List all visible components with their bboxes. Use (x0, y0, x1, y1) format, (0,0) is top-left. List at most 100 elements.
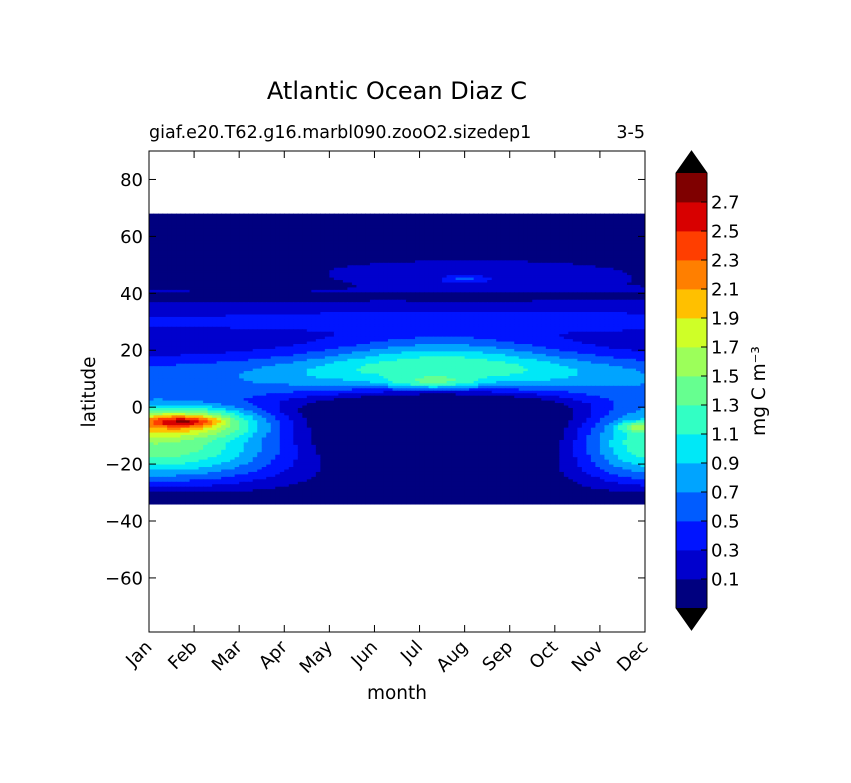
heatmap-cell (266, 216, 272, 220)
heatmap-cell (415, 213, 421, 217)
heatmap-cell (536, 218, 542, 222)
heatmap-cell (378, 304, 385, 308)
heatmap-cell (419, 282, 425, 286)
heatmap-cell (590, 309, 596, 313)
heatmap-cell (554, 223, 560, 227)
heatmap-cell (383, 250, 389, 254)
heatmap-cell (563, 218, 569, 222)
heatmap-cell (315, 213, 321, 217)
heatmap-cell (329, 257, 335, 261)
heatmap-cell (203, 267, 209, 271)
heatmap-cell (581, 243, 587, 247)
heatmap-cell (324, 297, 330, 301)
heatmap-cell (234, 216, 240, 220)
heatmap-cell (509, 228, 515, 232)
heatmap-cell (509, 218, 515, 222)
heatmap-cell (387, 275, 394, 279)
heatmap-cell (550, 243, 556, 247)
heatmap-cell (406, 316, 412, 321)
heatmap-cell (203, 297, 209, 301)
heatmap-cell (198, 257, 204, 261)
heatmap-cell (203, 238, 209, 242)
heatmap-cell (167, 275, 173, 279)
heatmap-cell (279, 314, 285, 318)
heatmap-cell (572, 312, 578, 316)
heatmap-cell (590, 235, 596, 239)
heatmap-cell (608, 262, 615, 266)
heatmap-cell (577, 287, 583, 291)
heatmap-cell (451, 216, 457, 220)
heatmap-cell (239, 233, 245, 237)
heatmap-cell (455, 260, 461, 264)
heatmap-cell (257, 235, 263, 239)
heatmap-cell (167, 314, 173, 318)
heatmap-cell (261, 324, 267, 328)
heatmap-cell (559, 240, 565, 244)
heatmap-cell (442, 304, 448, 308)
heatmap-cell (622, 235, 628, 239)
heatmap-cell (279, 316, 285, 321)
heatmap-cell (419, 265, 425, 269)
heatmap-cell (608, 240, 615, 244)
heatmap-cell (433, 292, 439, 296)
heatmap-cell (230, 221, 236, 225)
heatmap-cell (347, 292, 353, 296)
heatmap-cell (608, 294, 615, 298)
heatmap-cell (338, 235, 344, 239)
heatmap-cell (275, 307, 281, 311)
heatmap-cell (387, 221, 394, 225)
heatmap-cell (351, 243, 358, 247)
heatmap-cell (437, 284, 443, 289)
heatmap-cell (378, 312, 385, 316)
heatmap-cell (351, 312, 358, 316)
heatmap-cell (302, 245, 308, 249)
heatmap-cell (491, 287, 497, 291)
heatmap-cell (392, 233, 398, 237)
heatmap-cell (360, 294, 367, 298)
heatmap-cell (360, 225, 367, 229)
heatmap-cell (189, 260, 195, 264)
heatmap-cell (487, 321, 493, 325)
heatmap-cell (617, 302, 624, 306)
heatmap-cell (266, 302, 272, 306)
heatmap-cell (288, 223, 294, 227)
heatmap-cell (392, 312, 398, 316)
heatmap-cell (167, 225, 173, 229)
heatmap-cell (590, 316, 596, 321)
heatmap-cell (617, 235, 624, 239)
heatmap-cell (505, 309, 511, 313)
heatmap-cell (342, 252, 348, 257)
heatmap-cell (572, 228, 578, 232)
heatmap-cell (433, 255, 439, 259)
heatmap-cell (234, 270, 240, 274)
heatmap-cell (297, 230, 303, 234)
heatmap-cell (500, 304, 506, 308)
heatmap-cell (415, 267, 421, 271)
heatmap-cell (446, 297, 452, 301)
heatmap-cell (171, 324, 177, 328)
heatmap-cell (568, 275, 574, 279)
heatmap-cell (415, 228, 421, 232)
heatmap-cell (378, 284, 385, 289)
heatmap-cell (356, 316, 362, 321)
heatmap-cell (239, 218, 245, 222)
heatmap-cell (347, 277, 353, 281)
heatmap-cell (586, 304, 592, 308)
heatmap-cell (158, 240, 164, 244)
heatmap-cell (595, 248, 601, 252)
heatmap-cell (338, 225, 344, 229)
heatmap-cell (185, 221, 191, 225)
heatmap-cell (464, 248, 470, 252)
heatmap-cell (559, 225, 565, 229)
heatmap-cell (315, 265, 321, 269)
heatmap-cell (198, 270, 204, 274)
heatmap-cell (198, 280, 204, 284)
heatmap-cell (266, 228, 272, 232)
heatmap-cell (333, 287, 339, 291)
heatmap-cell (153, 221, 159, 225)
heatmap-cell (626, 257, 633, 261)
heatmap-cell (617, 223, 624, 227)
heatmap-cell (374, 321, 380, 325)
heatmap-cell (203, 280, 209, 284)
heatmap-cell (532, 314, 538, 318)
